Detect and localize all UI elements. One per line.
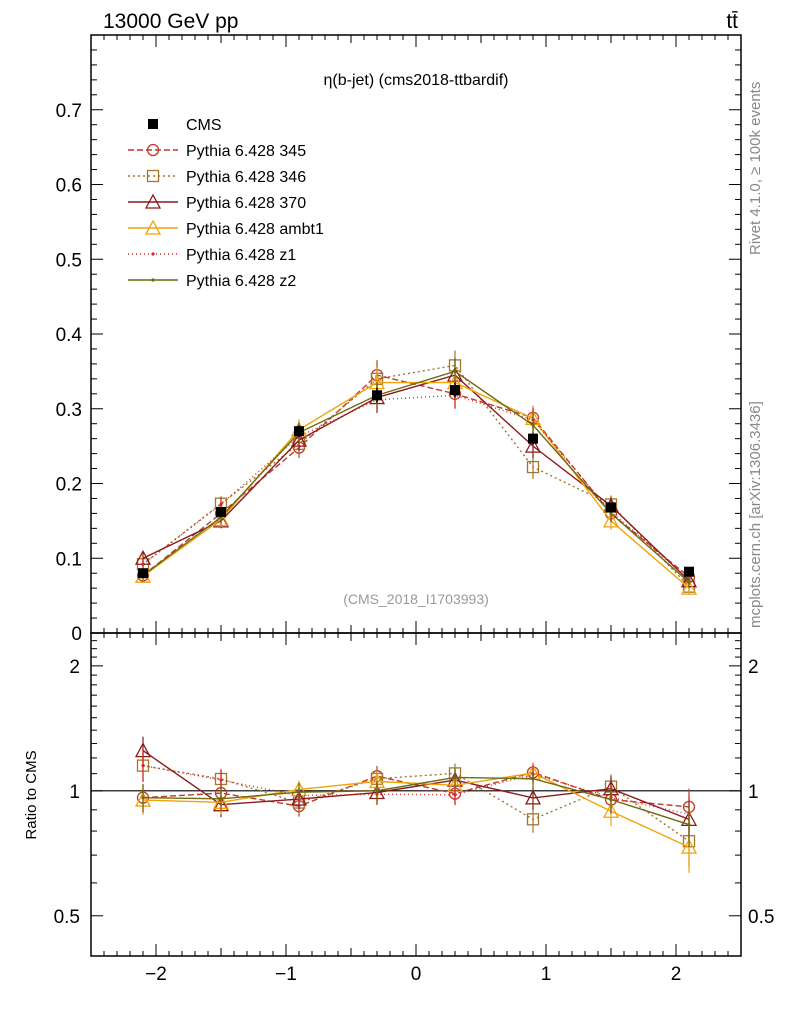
series-2-ratio-line	[142, 750, 690, 820]
ratio-tick-label-right: 2	[748, 657, 759, 678]
series-5-ratio-line	[142, 776, 690, 826]
series-5-point	[609, 511, 613, 515]
series-3-line	[142, 381, 690, 589]
series-4-ratio-point	[453, 793, 457, 797]
series-2-line	[142, 374, 690, 582]
series-3-ratio-point	[602, 802, 620, 818]
y-tick-label: 0.5	[56, 250, 82, 271]
legend-marker-4	[151, 252, 155, 256]
series-5-ratio-point	[453, 775, 457, 780]
legend-marker-5	[151, 278, 155, 282]
legend-label-4: Pythia 6.428 z1	[186, 247, 296, 264]
axes-layer: −2 −1 0 1 2 0 0.1 0.2 0.3 0.4 0.5 0.6 0.7 0.5 0.5 1 1 2 2	[54, 34, 774, 985]
cms-point	[684, 566, 694, 577]
x-tick-label: 2	[671, 964, 682, 985]
series-1-point	[526, 460, 540, 474]
ratio-tick-label: 2	[69, 657, 80, 678]
cms-point	[138, 568, 148, 579]
series-4-line	[142, 394, 690, 580]
legend-label-2: Pythia 6.428 370	[186, 195, 306, 212]
x-tick-label: 1	[541, 964, 552, 985]
y-tick-label: 0	[71, 624, 82, 645]
legend-label-0: Pythia 6.428 345	[186, 143, 306, 160]
header-right: tt̄	[726, 10, 738, 33]
y-tick-label: 0.2	[56, 475, 82, 496]
cms-point	[528, 433, 538, 444]
series-3-point	[602, 512, 620, 528]
legend-label-5: Pythia 6.428 z2	[186, 273, 296, 290]
series-4-ratio-line	[142, 764, 690, 815]
ratio-tick-label: 0.5	[54, 907, 80, 928]
x-tick-label: −2	[145, 964, 167, 985]
series-4-point	[219, 502, 223, 507]
legend-marker-2	[144, 193, 162, 209]
series-5-point	[531, 423, 535, 427]
rivet-label: Rivet 4.1.0, ≥ 100k events	[747, 82, 764, 255]
mcplots-label: mcplots.cern.ch [arXiv:1306.3436]	[747, 401, 764, 628]
series-0-ratio-line	[142, 771, 690, 808]
cms-point	[372, 390, 382, 401]
y-tick-label: 0.4	[56, 325, 83, 346]
cms-point	[450, 385, 460, 396]
ratio-tick-label-right: 0.5	[748, 907, 774, 928]
chart-title: η(b-jet) (cms2018-ttbardif)	[324, 72, 509, 89]
legend-label-1: Pythia 6.428 346	[186, 169, 306, 186]
x-tick-label: 0	[411, 964, 422, 985]
legend-marker-3	[144, 219, 162, 235]
series-3-ratio-point	[680, 838, 698, 854]
ratio-ylabel: Ratio to CMS	[23, 750, 40, 839]
series-1-ratio-line	[142, 764, 690, 842]
series-5-ratio-point	[609, 798, 613, 802]
legend-marker-1	[146, 169, 160, 183]
analysis-watermark: (CMS_2018_I1703993)	[343, 591, 489, 607]
series-0-line	[142, 374, 690, 578]
ratio-tick-label: 1	[69, 782, 80, 803]
legend-cms-marker	[148, 119, 158, 129]
cms-point	[606, 502, 616, 513]
series-5-ratio-point	[297, 790, 301, 794]
series-5-ratio-point	[141, 796, 145, 800]
series-4-ratio-point	[219, 778, 223, 782]
series-1-line	[142, 364, 690, 588]
y-tick-label: 0.3	[56, 400, 82, 421]
series-3-ratio-line	[142, 772, 690, 848]
x-tick-label: −1	[275, 964, 297, 985]
legend-label-3: Pythia 6.428 ambt1	[186, 221, 324, 238]
data-series-layer	[138, 382, 694, 579]
series-4-point	[141, 562, 145, 566]
series-2-point	[524, 437, 542, 453]
legend-cms-label: CMS	[186, 117, 222, 134]
y-tick-label: 0.7	[56, 101, 82, 122]
series-5-point	[453, 369, 457, 373]
series-5-line	[142, 370, 690, 583]
series-5-ratio-point	[687, 822, 691, 827]
legend: CMS Pythia 6.428 345 Pythia 6.428 346 Pythi…	[128, 117, 324, 290]
y-tick-label: 0.6	[56, 176, 82, 197]
series-3-point	[680, 579, 698, 595]
series-1-ratio-point	[526, 813, 540, 826]
y-tick-label: 0.1	[56, 549, 82, 570]
mc-series-layer	[134, 350, 698, 873]
series-5-point	[687, 580, 691, 584]
ratio-tick-label-right: 1	[748, 782, 759, 803]
header-left: 13000 GeV pp	[103, 10, 238, 33]
series-5-ratio-point	[219, 797, 223, 801]
cms-point	[294, 426, 304, 437]
series-5-ratio-point	[531, 777, 535, 781]
series-5-ratio-point	[375, 789, 379, 793]
cms-point	[216, 506, 226, 517]
series-2-ratio-point	[524, 789, 542, 805]
legend-marker-0	[146, 143, 160, 157]
series-4-ratio-point	[141, 764, 145, 768]
